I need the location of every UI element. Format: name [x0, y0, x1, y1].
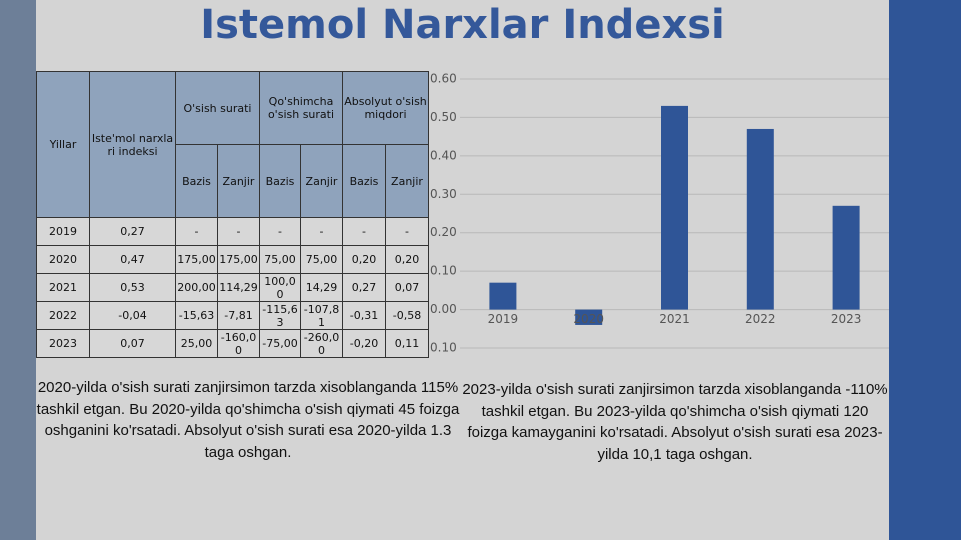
table-cell: 2022 [36, 301, 90, 330]
table-cell: 0,53 [89, 273, 176, 302]
table-cell: 2023 [36, 329, 90, 358]
table-cell: 0,07 [89, 329, 176, 358]
y-tick-label: 0.50 [430, 110, 457, 124]
table-cell: -0,31 [342, 301, 386, 330]
table-cell: Bazis [342, 144, 386, 218]
table-row: 2023 0,07 25,00 -160,00 -75,00 -260,00 -0,20 0,… [36, 329, 429, 358]
table-cell: -7,81 [217, 301, 260, 330]
table-cell: 2020 [36, 245, 90, 274]
x-tick-label: 2022 [745, 312, 776, 326]
y-tick-label: 0.20 [430, 225, 457, 239]
table-cell: 0,07 [385, 273, 429, 302]
y-tick-label: 0.40 [430, 148, 457, 162]
table-cell: -160,00 [217, 329, 260, 358]
table-cell: 14,29 [300, 273, 343, 302]
table-cell: 0,20 [385, 245, 429, 274]
bar [575, 309, 603, 325]
table-cell: -0,58 [385, 301, 429, 330]
bar [489, 282, 517, 310]
table-cell: - [300, 217, 343, 246]
x-tick-label: 2019 [488, 312, 519, 326]
table-row: 2019 0,27- - - - - - [36, 217, 429, 246]
table-cell: - [259, 217, 301, 246]
table-cell: Zanjir [300, 144, 343, 218]
table-cell: Bazis [259, 144, 301, 218]
y-tick-label: 0.30 [430, 187, 457, 201]
table-cell: 0,20 [342, 245, 386, 274]
y-tick-label: 0.10 [430, 264, 457, 278]
table-cell: 200,00 [175, 273, 218, 302]
x-tick-label: 2020 [573, 312, 604, 326]
table-cell: 2021 [36, 273, 90, 302]
x-tick-label: 2021 [659, 312, 690, 326]
y-tick-label: 0.10 [430, 341, 457, 355]
table-cell: Bazis [175, 144, 218, 218]
table-cell: -107,81 [300, 301, 343, 330]
bar [746, 128, 774, 310]
table-row: Yillar Iste'mol narxlari indeksi O'sish su… [36, 71, 429, 218]
table-cell: - [385, 217, 429, 246]
y-tick-label: 0.00 [430, 302, 457, 316]
data-table: Yillar Iste'mol narxlari indeksi O'sish su… [36, 71, 429, 358]
table-cell: Zanjir [217, 144, 260, 218]
table-cell: Zanjir [385, 144, 429, 218]
table-cell: 0,11 [385, 329, 429, 358]
table-row: Bazis Zanjir Bazis Zanjir Bazis Zanjir [37, 144, 429, 218]
right-strip [889, 0, 961, 540]
note: 2020-yilda o'sish surati zanjirsimon tar… [36, 379, 460, 461]
y-tick-label: 0.60 [430, 72, 457, 86]
table-cell: 175,00 [175, 245, 218, 274]
table-cell: 0,27 [342, 273, 386, 302]
bar [832, 205, 860, 310]
table-cell: 175,00 [217, 245, 260, 274]
table-cell: Absolyut o'sish miqdori [342, 71, 429, 145]
table-cell: 2019 [36, 217, 90, 246]
slide-title: Istemol Narxlar Indexsi [200, 2, 725, 48]
table-cell: Iste'mol narxlari indeksi [89, 71, 176, 218]
table-cell: -0,04 [89, 301, 176, 330]
note: 2023-yilda o'sish surati zanjirsimon tar… [462, 381, 888, 463]
table-row: 2020 0,47 175,00 175,00 75,00 75,00 0,20 0,20 [36, 245, 429, 274]
x-tick-label: 2023 [831, 312, 862, 326]
table-cell: - [175, 217, 218, 246]
table-cell: - [342, 217, 386, 246]
table-cell: -75,00 [259, 329, 301, 358]
table-cell: Qo'shimcha o'sish surati [259, 71, 343, 145]
table-cell: 0,27 [89, 217, 176, 246]
table-cell: 25,00 [175, 329, 218, 358]
table-cell: O'sish surati [175, 71, 260, 145]
left-strip [0, 0, 36, 540]
bar [661, 105, 688, 310]
table-row: 2022 -0,04 -15,63 -7,81 -115,63 -107,81 -0,31-… [36, 301, 429, 330]
